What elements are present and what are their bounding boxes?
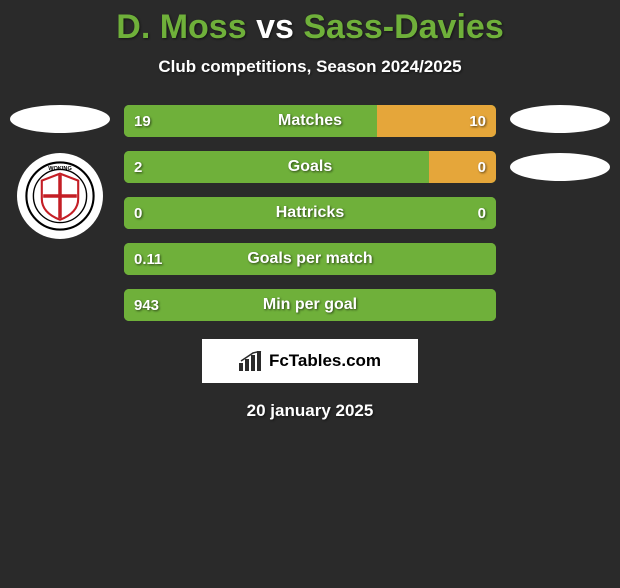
- title-vs: vs: [256, 8, 294, 46]
- page-title: D. Moss vs Sass-Davies: [0, 8, 620, 47]
- stat-left-bar: 0: [124, 197, 496, 229]
- main-layout: WOKING 1910Matches20Goals00Hattricks0.11…: [0, 105, 620, 321]
- stat-bars: 1910Matches20Goals00Hattricks0.11Goals p…: [120, 105, 500, 321]
- stat-right-value: 0: [468, 159, 496, 176]
- stat-row: 20Goals: [124, 151, 496, 183]
- stat-right-value: 10: [459, 113, 496, 130]
- title-player1: D. Moss: [116, 8, 246, 46]
- brand-chart-icon: [239, 351, 263, 371]
- stat-left-bar: 0.11: [124, 243, 496, 275]
- svg-text:WOKING: WOKING: [48, 166, 72, 172]
- stat-row: 00Hattricks: [124, 197, 496, 229]
- stat-left-bar: 943: [124, 289, 496, 321]
- stat-left-value: 0.11: [124, 251, 172, 268]
- stat-right-bar: 10: [377, 105, 496, 137]
- stat-left-bar: 19: [124, 105, 347, 137]
- club-crest: WOKING: [17, 153, 103, 239]
- stat-row: 0.11Goals per match: [124, 243, 496, 275]
- brand-text: FcTables.com: [269, 351, 381, 371]
- stat-left-value: 2: [124, 159, 152, 176]
- stat-left-value: 943: [124, 297, 169, 314]
- stat-left-value: 0: [124, 205, 152, 222]
- date-text: 20 january 2025: [0, 401, 620, 421]
- title-player2: Sass-Davies: [303, 8, 503, 46]
- right-side: [500, 105, 620, 181]
- left-side: WOKING: [0, 105, 120, 239]
- crest-icon: WOKING: [25, 161, 95, 231]
- right-ellipse-2: [510, 153, 610, 181]
- right-ellipse-1: [510, 105, 610, 133]
- subtitle: Club competitions, Season 2024/2025: [0, 57, 620, 77]
- stat-row: 1910Matches: [124, 105, 496, 137]
- stat-right-bar: 0: [429, 151, 496, 183]
- left-ellipse: [10, 105, 110, 133]
- brand-box: FcTables.com: [202, 339, 418, 383]
- stat-row: 943Min per goal: [124, 289, 496, 321]
- stat-left-bar: 2: [124, 151, 377, 183]
- stat-right-value: 0: [468, 205, 496, 222]
- stat-left-value: 19: [124, 113, 161, 130]
